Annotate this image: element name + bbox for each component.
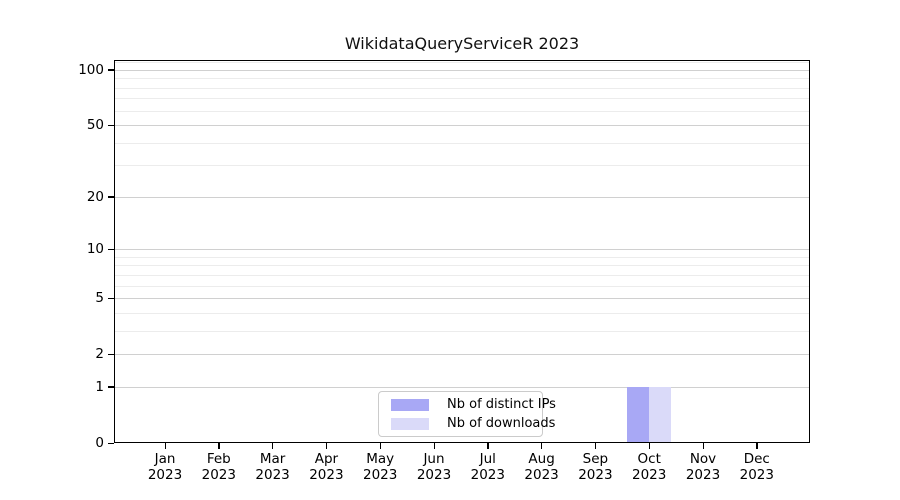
x-tick-mark: [487, 443, 489, 449]
x-tick-label: Feb 2023: [201, 451, 236, 483]
bar-downloads: [649, 386, 672, 442]
legend-entry: Nb of downloads: [391, 416, 555, 432]
legend: Nb of distinct IPs Nb of downloads: [378, 391, 556, 437]
y-tick-label: 1: [95, 378, 104, 395]
gridline-major: [115, 196, 809, 198]
x-tick-mark: [325, 443, 328, 449]
x-tick-mark: [541, 443, 543, 449]
x-tick-label: Jun 2023: [416, 451, 452, 483]
gridline-minor: [115, 142, 809, 144]
y-tick-mark: [108, 124, 114, 126]
gridline-minor: [115, 285, 809, 287]
y-tick-mark: [108, 248, 114, 250]
legend-label: Nb of downloads: [447, 415, 556, 431]
x-tick-mark: [433, 443, 435, 449]
legend-entry: Nb of distinct IPs: [391, 397, 556, 413]
x-tick-mark: [272, 443, 274, 449]
chart-title: WikidataQueryServiceR 2023: [344, 34, 580, 53]
x-tick-label: Apr 2023: [309, 451, 344, 483]
y-tick-label: 10: [86, 241, 104, 258]
x-tick-mark: [648, 443, 650, 449]
x-tick-label: Aug 2023: [524, 451, 559, 483]
y-tick-label: 50: [86, 117, 104, 133]
x-tick-mark: [702, 443, 704, 449]
legend-label: Nb of distinct IPs: [447, 396, 556, 412]
x-tick-label: Nov 2023: [685, 451, 721, 483]
gridline-minor: [115, 165, 809, 167]
y-tick-mark: [108, 442, 114, 444]
x-tick-label: Sep 2023: [578, 451, 613, 483]
y-tick-label: 5: [95, 290, 104, 307]
gridline-major: [115, 386, 809, 388]
y-tick-label: 100: [78, 61, 104, 78]
x-tick-label: Jul 2023: [470, 451, 505, 483]
gridline-minor: [115, 110, 809, 112]
legend-swatch-downloads: [391, 417, 429, 430]
bar-distinct-ips: [627, 386, 650, 442]
x-tick-mark: [218, 443, 220, 449]
gridline-minor: [115, 62, 809, 64]
x-tick-label: Dec 2023: [739, 451, 774, 483]
legend-swatch-distinct-ips: [391, 398, 429, 411]
gridline-minor: [115, 256, 809, 258]
x-tick-label: Mar 2023: [255, 451, 290, 483]
x-tick-mark: [594, 443, 597, 449]
gridline-minor: [115, 330, 809, 332]
axes-frame: [114, 60, 810, 443]
gridline-major: [115, 354, 809, 356]
x-tick-label: Oct 2023: [632, 451, 667, 483]
y-tick-mark: [108, 353, 114, 355]
gridline-minor: [115, 274, 809, 276]
gridline-major: [115, 298, 809, 300]
x-tick-mark: [164, 443, 166, 449]
gridline-major: [115, 69, 809, 71]
y-tick-label: 20: [86, 188, 104, 205]
gridline-major: [115, 249, 809, 251]
y-tick-mark: [108, 196, 114, 198]
gridline-minor: [115, 78, 809, 80]
gridline-minor: [115, 265, 809, 267]
gridline-minor: [115, 98, 809, 100]
x-tick-label: Jan 2023: [147, 451, 183, 483]
y-tick-label: 2: [95, 346, 104, 363]
gridline-major: [115, 125, 809, 126]
x-tick-mark: [756, 443, 758, 449]
y-tick-label: 0: [95, 435, 104, 451]
y-tick-mark: [108, 69, 114, 71]
y-tick-mark: [108, 386, 114, 388]
x-tick-mark: [379, 443, 381, 449]
y-tick-mark: [108, 297, 114, 299]
gridline-minor: [115, 312, 809, 314]
gridline-minor: [115, 87, 809, 89]
x-tick-label: May 2023: [363, 451, 398, 483]
